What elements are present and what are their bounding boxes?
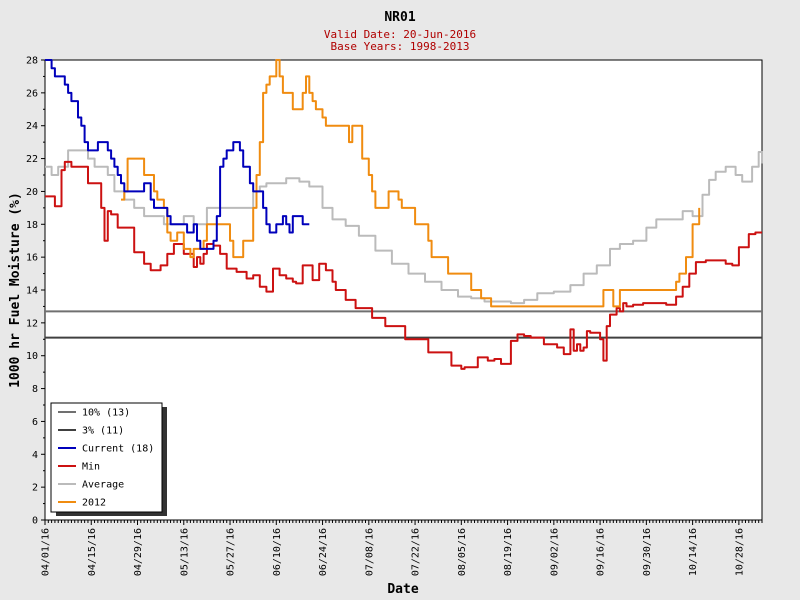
y-tick-label-12: 24 xyxy=(26,121,38,132)
x-tick-label-12: 09/16/16 xyxy=(596,528,607,576)
x-tick-label-2: 04/29/16 xyxy=(133,528,144,576)
legend-label-3: Min xyxy=(82,462,100,473)
x-tick-label-8: 07/22/16 xyxy=(411,528,422,576)
x-tick-label-10: 08/19/16 xyxy=(503,528,514,576)
x-axis: 04/01/16 04/15/16 04/29/16 05/13/16 05/27/16… xyxy=(41,520,763,576)
legend-label-2: Current (18) xyxy=(82,444,154,455)
x-tick-label-13: 09/30/16 xyxy=(642,528,653,576)
legend-label-0: 10% (13) xyxy=(82,408,130,419)
x-tick-label-14: 10/14/16 xyxy=(688,528,699,576)
y-tick-label-3: 6 xyxy=(32,417,38,428)
y-tick-label-6: 12 xyxy=(26,318,38,329)
series-line-1 xyxy=(45,160,762,370)
y-tick-label-2: 4 xyxy=(32,450,38,461)
x-tick-label-7: 07/08/16 xyxy=(364,528,375,576)
x-tick-label-0: 04/01/16 xyxy=(41,528,52,576)
y-tick-label-1: 2 xyxy=(32,483,38,494)
y-tick-label-7: 14 xyxy=(26,286,38,297)
legend-box xyxy=(50,402,163,513)
x-tick-label-9: 08/05/16 xyxy=(457,528,468,576)
chart-subtitle-valid-date: Valid Date: 20-Jun-2016 xyxy=(324,28,476,41)
y-tick-label-10: 20 xyxy=(26,187,38,198)
y-tick-label-4: 8 xyxy=(32,384,38,395)
y-tick-label-0: 0 xyxy=(32,516,38,527)
threshold-lines xyxy=(45,310,762,339)
y-tick-label-5: 10 xyxy=(26,351,38,362)
x-axis-label: Date xyxy=(387,582,418,597)
series-line-3 xyxy=(121,59,701,308)
legend-label-4: Average xyxy=(82,480,124,491)
x-tick-label-1: 04/15/16 xyxy=(87,528,98,576)
x-tick-label-4: 05/27/16 xyxy=(226,528,237,576)
y-tick-label-13: 26 xyxy=(26,88,38,99)
x-tick-label-3: 05/13/16 xyxy=(179,528,190,576)
y-tick-label-14: 28 xyxy=(26,56,38,67)
y-axis-label: 1000 hr Fuel Moisture (%) xyxy=(8,192,23,388)
legend: 10% (13) 3% (11) Current (18) Min Average 201… xyxy=(50,402,167,516)
series-line-2 xyxy=(45,149,763,305)
y-tick-label-8: 16 xyxy=(26,253,38,264)
x-tick-label-6: 06/24/16 xyxy=(318,528,329,576)
series-line-0 xyxy=(45,59,310,250)
y-tick-label-9: 18 xyxy=(26,220,38,231)
x-tick-label-5: 06/10/16 xyxy=(272,528,283,576)
x-tick-label-15: 10/28/16 xyxy=(734,528,745,576)
chart-title: NR01 xyxy=(384,10,415,25)
chart-subtitle-base-years: Base Years: 1998-2013 xyxy=(330,40,469,53)
series-lines xyxy=(45,59,763,370)
legend-label-5: 2012 xyxy=(82,498,106,509)
y-tick-label-11: 22 xyxy=(26,154,38,165)
x-tick-label-11: 09/02/16 xyxy=(549,528,560,576)
legend-label-1: 3% (11) xyxy=(82,426,124,437)
